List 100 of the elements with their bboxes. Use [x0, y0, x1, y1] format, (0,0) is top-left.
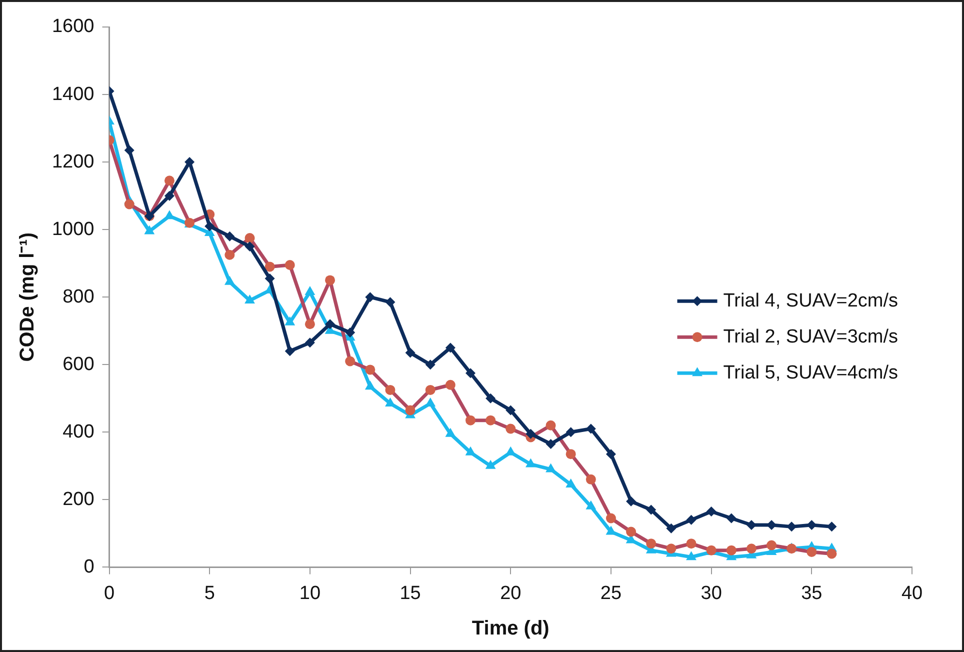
point [606, 449, 616, 460]
x-tick-label: 5 [204, 582, 215, 604]
point [686, 514, 696, 525]
point [586, 474, 596, 484]
point [365, 364, 376, 375]
point [626, 526, 636, 537]
point [606, 513, 616, 524]
point [224, 231, 235, 242]
point [425, 384, 436, 395]
point [445, 428, 456, 437]
y-tick-label: 0 [84, 556, 94, 578]
x-tick-label: 15 [400, 582, 421, 604]
point [646, 538, 656, 549]
point [184, 157, 195, 168]
point [325, 275, 336, 286]
point [566, 427, 576, 438]
point [486, 415, 496, 426]
point [666, 523, 676, 534]
point [666, 544, 676, 554]
point [566, 449, 576, 460]
point [566, 478, 576, 488]
y-tick-label: 800 [62, 286, 94, 308]
y-tick-label: 1400 [52, 84, 94, 105]
point [686, 538, 696, 549]
x-axis-title: Time (d) [472, 618, 550, 640]
legend-label: Trial 4, SUAV=2cm/s [723, 290, 898, 312]
x-tick-label: 40 [901, 582, 923, 604]
point [224, 276, 235, 285]
point [164, 176, 174, 186]
point [304, 319, 315, 330]
point [506, 424, 516, 434]
y-tick-label: 1600 [52, 16, 94, 38]
point [345, 328, 356, 338]
legend-label: Trial 5, SUAV=4cm/s [723, 362, 898, 384]
point [124, 199, 134, 210]
point [425, 397, 436, 406]
point [164, 190, 174, 201]
x-tick-label: 25 [600, 582, 622, 604]
point [284, 346, 295, 356]
point [806, 547, 817, 558]
point [364, 380, 376, 390]
point [465, 446, 476, 456]
y-tick-label: 1000 [52, 218, 94, 240]
point [806, 520, 817, 530]
point [325, 319, 336, 330]
point [385, 397, 396, 406]
point [465, 368, 476, 378]
x-tick-label: 20 [500, 582, 522, 604]
point [244, 241, 255, 252]
point [686, 551, 696, 560]
point [365, 292, 376, 302]
x-tick-label: 35 [801, 582, 822, 604]
point [586, 500, 596, 510]
point [445, 342, 456, 353]
point [244, 233, 255, 244]
point [626, 496, 636, 506]
point [304, 338, 315, 348]
point [506, 405, 516, 416]
point [706, 506, 716, 516]
y-tick-label: 400 [62, 421, 94, 442]
point [485, 460, 496, 469]
x-tick-label: 30 [700, 582, 722, 604]
point [124, 145, 134, 156]
point [224, 250, 235, 260]
point [746, 520, 756, 530]
point [505, 446, 516, 456]
point [204, 221, 215, 232]
point [746, 544, 756, 554]
point [586, 424, 596, 434]
y-tick-label: 600 [62, 354, 94, 375]
point [546, 438, 556, 449]
x-tick-label: 0 [104, 582, 115, 604]
point [405, 405, 416, 416]
x-tick-label: 10 [299, 582, 321, 604]
point [425, 360, 436, 370]
point [646, 504, 656, 515]
point [345, 356, 356, 366]
y-tick-label: 200 [62, 488, 94, 510]
point [546, 463, 556, 472]
point [304, 286, 316, 296]
legend-label: Trial 2, SUAV=3cm/s [723, 326, 898, 348]
point [826, 548, 837, 559]
point [726, 545, 736, 556]
point [284, 260, 295, 270]
point [766, 540, 777, 550]
y-tick-label: 1200 [52, 151, 94, 172]
y-axis-title: CODe (mg l⁻¹) [16, 232, 39, 362]
point [526, 428, 536, 439]
point [786, 522, 797, 532]
point [766, 520, 777, 530]
point [826, 522, 837, 532]
point [526, 458, 536, 468]
point [486, 393, 496, 404]
point [244, 294, 255, 304]
point [144, 225, 155, 234]
point [445, 380, 456, 390]
point [284, 316, 296, 326]
point [264, 274, 275, 284]
point [405, 348, 416, 358]
point [385, 384, 396, 395]
